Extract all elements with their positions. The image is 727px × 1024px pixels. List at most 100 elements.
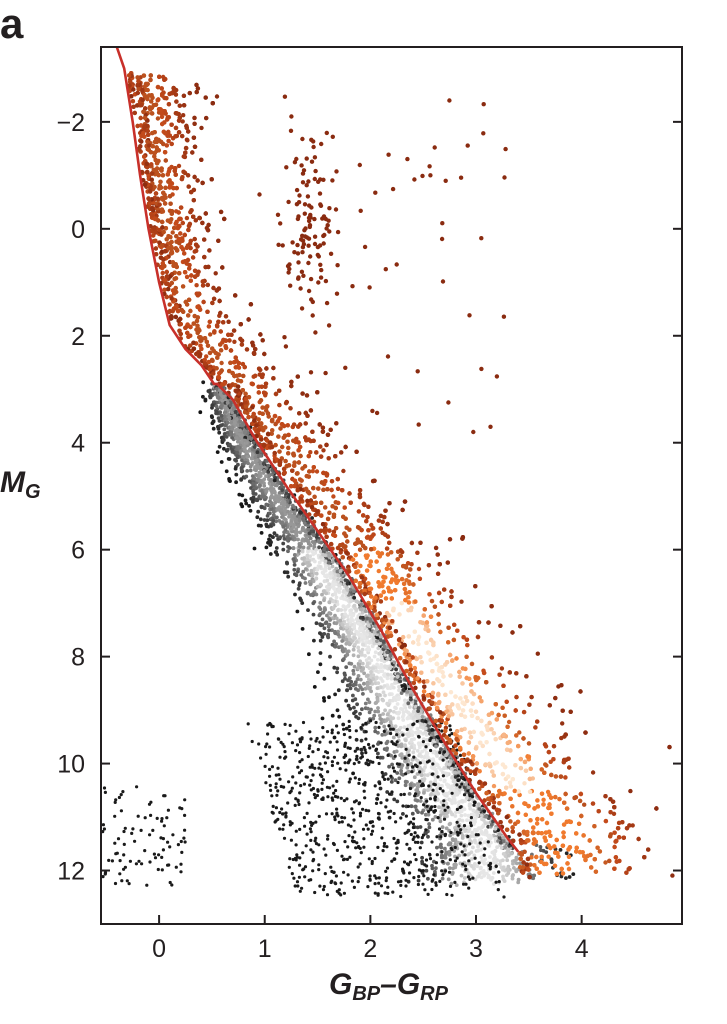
upper-population-point bbox=[582, 802, 587, 807]
white-dwarf-point bbox=[121, 790, 125, 794]
lower-population-point bbox=[392, 836, 396, 841]
lower-population-point bbox=[379, 741, 383, 745]
lower-population-point bbox=[321, 888, 326, 892]
lower-population-point bbox=[399, 793, 403, 797]
lower-population-point bbox=[384, 748, 389, 752]
lower-population-point bbox=[449, 830, 453, 835]
lower-population-point bbox=[405, 842, 409, 846]
lower-population-point bbox=[255, 515, 260, 520]
lower-population-point bbox=[256, 509, 261, 514]
lower-population-point bbox=[303, 824, 307, 828]
upper-population-point bbox=[499, 666, 505, 671]
lower-population-point bbox=[362, 789, 366, 793]
lower-population-point bbox=[462, 824, 467, 828]
lower-population-point bbox=[458, 805, 462, 810]
lower-population-point bbox=[497, 880, 501, 884]
lower-population-point bbox=[460, 850, 464, 854]
lower-population-point bbox=[305, 832, 309, 836]
lower-population-point bbox=[369, 832, 374, 836]
lower-population-point bbox=[359, 626, 364, 631]
lower-population-point bbox=[367, 686, 371, 691]
lower-population-point bbox=[399, 707, 403, 711]
lower-population-point bbox=[412, 746, 417, 751]
lower-population-point bbox=[435, 853, 439, 857]
lower-population-point bbox=[441, 873, 445, 877]
lower-population-point bbox=[228, 442, 232, 447]
upper-population-point bbox=[219, 360, 224, 366]
lower-population-point bbox=[362, 745, 366, 750]
lower-population-point bbox=[287, 546, 292, 550]
lower-population-point bbox=[276, 789, 280, 793]
white-dwarf-point bbox=[136, 814, 140, 818]
lower-population-point bbox=[412, 876, 416, 880]
lower-population-point bbox=[339, 577, 344, 582]
lower-population-point bbox=[365, 663, 370, 668]
lower-population-point bbox=[392, 660, 397, 665]
lower-population-point bbox=[401, 718, 406, 722]
lower-population-point bbox=[336, 688, 341, 693]
lower-population-point bbox=[321, 796, 325, 800]
lower-population-point bbox=[298, 751, 302, 755]
lower-population-point bbox=[389, 731, 393, 736]
lower-population-point bbox=[335, 670, 339, 675]
lower-population-point bbox=[330, 713, 335, 718]
lower-population-point bbox=[327, 628, 331, 633]
lower-population-point bbox=[344, 726, 349, 731]
lower-population-point bbox=[301, 569, 306, 574]
lower-population-point bbox=[446, 805, 450, 809]
lower-population-point bbox=[501, 874, 505, 879]
lower-population-point bbox=[281, 742, 285, 746]
lower-population-point bbox=[476, 810, 480, 815]
lower-population-point bbox=[422, 777, 427, 781]
lower-population-point bbox=[378, 782, 382, 786]
lower-population-point bbox=[300, 601, 305, 605]
lower-population-point bbox=[396, 838, 400, 842]
lower-population-point bbox=[383, 777, 387, 782]
lower-population-point bbox=[247, 479, 252, 484]
lower-population-point bbox=[274, 782, 278, 786]
lower-population-point bbox=[407, 792, 412, 796]
lower-population-point bbox=[405, 727, 409, 732]
lower-population-point bbox=[291, 579, 296, 584]
lower-population-point bbox=[318, 601, 323, 605]
lower-population-point bbox=[403, 738, 408, 743]
white-dwarf-point bbox=[143, 849, 147, 853]
lower-population-point bbox=[389, 676, 394, 681]
lower-population-point bbox=[460, 782, 464, 786]
lower-population-point bbox=[330, 731, 334, 735]
lower-population-point bbox=[351, 672, 356, 676]
lower-population-point bbox=[236, 462, 240, 467]
white-dwarf-point bbox=[182, 836, 186, 840]
lower-population-point bbox=[292, 876, 296, 880]
lower-population-point bbox=[381, 826, 385, 831]
lower-population-point bbox=[253, 455, 258, 460]
lower-population-point bbox=[291, 522, 296, 527]
lower-population-point bbox=[441, 758, 445, 762]
lower-population-point bbox=[422, 874, 426, 878]
lower-population-point bbox=[219, 413, 224, 418]
lower-population-point bbox=[264, 545, 269, 550]
lower-population-point bbox=[258, 453, 263, 458]
lower-population-point bbox=[468, 802, 473, 807]
lower-population-point bbox=[434, 866, 438, 871]
white-dwarf-point bbox=[113, 814, 117, 818]
lower-population-point bbox=[459, 873, 464, 878]
lower-population-point bbox=[559, 874, 564, 879]
lower-population-point bbox=[238, 423, 243, 427]
lower-population-point bbox=[473, 838, 477, 843]
lower-population-point bbox=[271, 522, 276, 527]
lower-population-point bbox=[340, 854, 344, 858]
lower-population-point bbox=[403, 756, 407, 760]
lower-population-point bbox=[399, 768, 403, 773]
lower-population-point bbox=[222, 432, 227, 436]
lower-population-point bbox=[387, 724, 391, 728]
lower-population-point bbox=[462, 844, 466, 848]
lower-population-point bbox=[453, 880, 457, 885]
lower-population-point bbox=[415, 719, 419, 723]
lower-population-point bbox=[493, 855, 497, 860]
lower-population-point bbox=[376, 845, 380, 850]
lower-population-point bbox=[373, 856, 377, 861]
lower-population-point bbox=[297, 875, 301, 879]
lower-population-point bbox=[472, 853, 477, 858]
lower-population-point bbox=[251, 491, 256, 496]
